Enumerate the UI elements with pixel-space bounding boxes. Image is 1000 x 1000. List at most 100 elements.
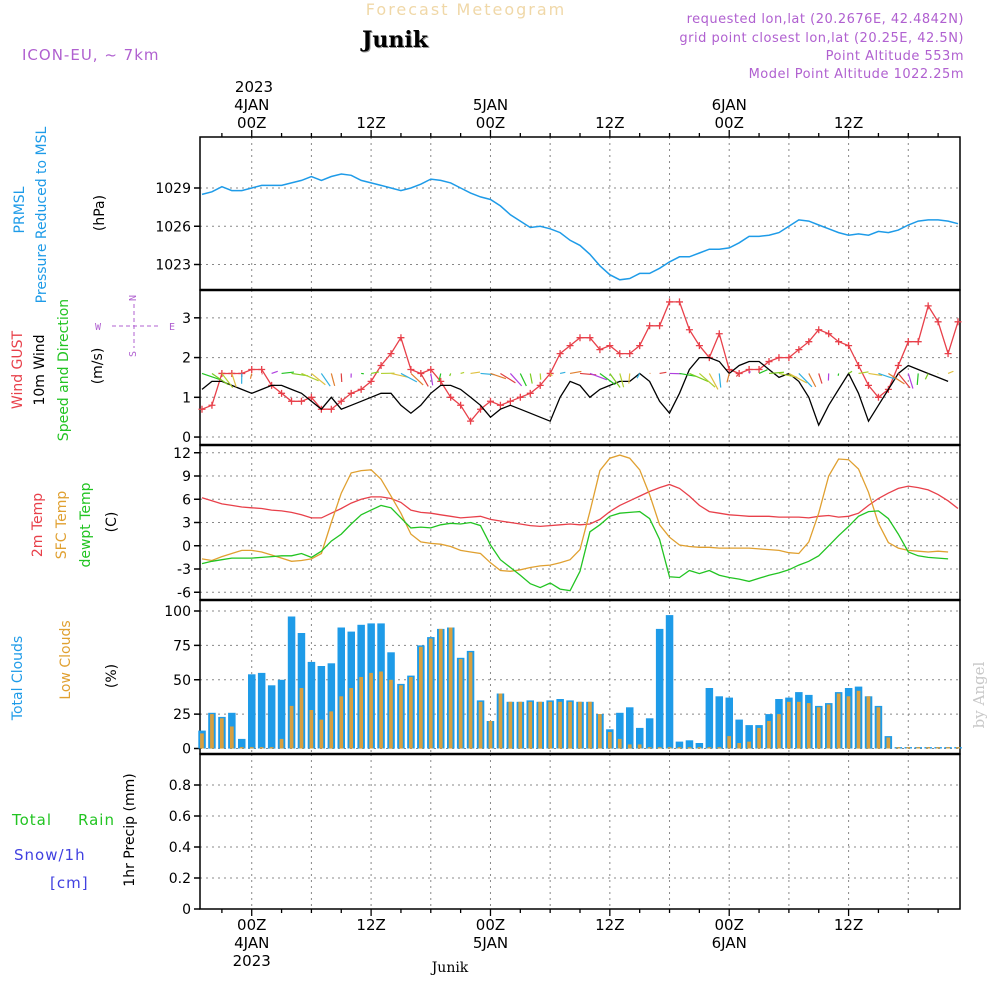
low-cloud-bar — [777, 714, 781, 749]
y-tick-label: 0.4 — [169, 840, 191, 856]
low-cloud-bar — [309, 710, 314, 749]
gust-marker — [855, 362, 863, 370]
gust-marker — [656, 322, 664, 330]
wind-label-3: Speed and Direction — [56, 299, 72, 441]
top-day-label: 4JAN — [234, 96, 269, 114]
gust-marker — [377, 362, 385, 370]
gust-marker — [297, 397, 305, 405]
wind-direction-arrow — [271, 370, 278, 375]
low-cloud-bar — [886, 737, 891, 749]
gust-marker — [636, 342, 644, 350]
precip-snow-unit: [cm] — [50, 874, 89, 892]
low-cloud-bar — [349, 688, 353, 749]
bottom-hour-label: 00Z — [237, 916, 266, 934]
low-cloud-bar — [856, 690, 861, 749]
wind-direction-arrow — [519, 373, 527, 387]
low-cloud-bar — [379, 671, 383, 749]
gust-marker — [606, 342, 614, 350]
wind-direction-arrow — [619, 373, 625, 388]
product-title: Forecast Meteogram — [366, 0, 566, 19]
requested-coords: requested lon,lat (20.2676E, 42.4842N) — [687, 12, 964, 27]
watermark: by Angel — [970, 661, 988, 728]
low-cloud-bar — [389, 679, 393, 749]
location-title: Junik — [360, 27, 429, 53]
point-altitude: Point Altitude 553m — [826, 49, 964, 64]
total-cloud-bar — [725, 697, 733, 749]
low-cloud-bar — [677, 747, 682, 749]
low-cloud-bar — [767, 721, 771, 749]
wind-direction-arrow — [808, 373, 817, 388]
wind-direction-arrow — [726, 373, 730, 383]
low-cloud-bar — [488, 721, 493, 749]
wind-direction-arrow — [221, 373, 234, 388]
gust-marker — [516, 393, 524, 401]
gust-marker — [775, 354, 783, 362]
low-cloud-bar — [289, 705, 294, 749]
wind-direction-arrow — [907, 373, 914, 389]
wind-direction-arrow — [301, 372, 319, 382]
gust-marker — [695, 342, 703, 350]
low-cloud-bar — [538, 701, 542, 749]
wind-unit: (m/s) — [90, 348, 106, 385]
low-cloud-bar — [210, 714, 214, 749]
gust-marker — [805, 338, 813, 346]
wind-direction-arrow — [390, 372, 409, 378]
low-cloud-bar — [687, 747, 692, 749]
wind-direction-arrow — [529, 373, 533, 384]
compass-e: E — [169, 322, 175, 333]
wind-direction-arrow — [748, 371, 751, 374]
low-cloud-bar — [588, 701, 592, 749]
gust-marker — [437, 377, 445, 385]
low-cloud-bar — [876, 707, 881, 749]
temp-label-2: SFC Temp — [54, 491, 70, 560]
gust-marker — [874, 393, 882, 401]
low-cloud-bar — [866, 696, 871, 749]
low-cloud-bar — [737, 743, 741, 749]
gust-marker — [467, 417, 475, 425]
gust-marker — [934, 318, 942, 326]
wind-direction-arrow — [679, 372, 697, 377]
bottom-hour-label: 00Z — [476, 916, 505, 934]
low-cloud-bar — [956, 747, 960, 749]
gust-marker — [914, 338, 922, 346]
low-cloud-bar — [826, 704, 831, 749]
bottom-year-label: 2023 — [233, 952, 271, 970]
gust-marker — [337, 397, 345, 405]
total-cloud-bar — [645, 718, 654, 749]
wind-direction-arrow — [539, 373, 542, 380]
gust-marker — [447, 393, 455, 401]
low-cloud-bar — [369, 672, 373, 749]
gust-marker — [626, 350, 634, 358]
total-cloud-bar — [745, 725, 753, 749]
low-cloud-bar — [896, 747, 901, 749]
total-cloud-bar — [248, 674, 256, 749]
wind-direction-arrow — [420, 373, 429, 387]
wind-direction-arrow — [768, 371, 785, 375]
total-cloud-bar — [655, 628, 664, 749]
grid-coords: grid point closest lon,lat (20.25E, 42.5… — [679, 31, 964, 46]
y-tick-label: 1023 — [155, 258, 191, 274]
low-cloud-bar — [299, 688, 304, 749]
wind-direction-arrow — [628, 373, 631, 384]
low-cloud-bar — [727, 736, 731, 749]
gust-marker — [576, 334, 584, 342]
low-cloud-bar — [717, 747, 722, 749]
low-cloud-bar — [279, 738, 284, 749]
gust-marker — [288, 397, 296, 405]
gust-marker — [685, 326, 693, 334]
y-tick-label: 0 — [182, 430, 191, 446]
low-cloud-bar — [419, 646, 423, 749]
low-cloud-bar — [458, 659, 463, 749]
low-cloud-bar — [269, 747, 274, 749]
precip-unit: 1hr Precip (mm) — [122, 773, 138, 886]
y-tick-label: 50 — [173, 673, 191, 689]
total-cloud-bar — [685, 740, 694, 749]
wind-direction-arrow — [698, 373, 716, 388]
low-cloud-bar — [757, 727, 761, 749]
compass-n: N — [128, 295, 139, 301]
wind-direction-arrow — [947, 370, 954, 375]
gust-marker — [477, 405, 485, 413]
wind-direction-arrow — [549, 373, 553, 377]
wind-direction-arrow — [400, 372, 418, 383]
compass-s: S — [128, 351, 139, 357]
